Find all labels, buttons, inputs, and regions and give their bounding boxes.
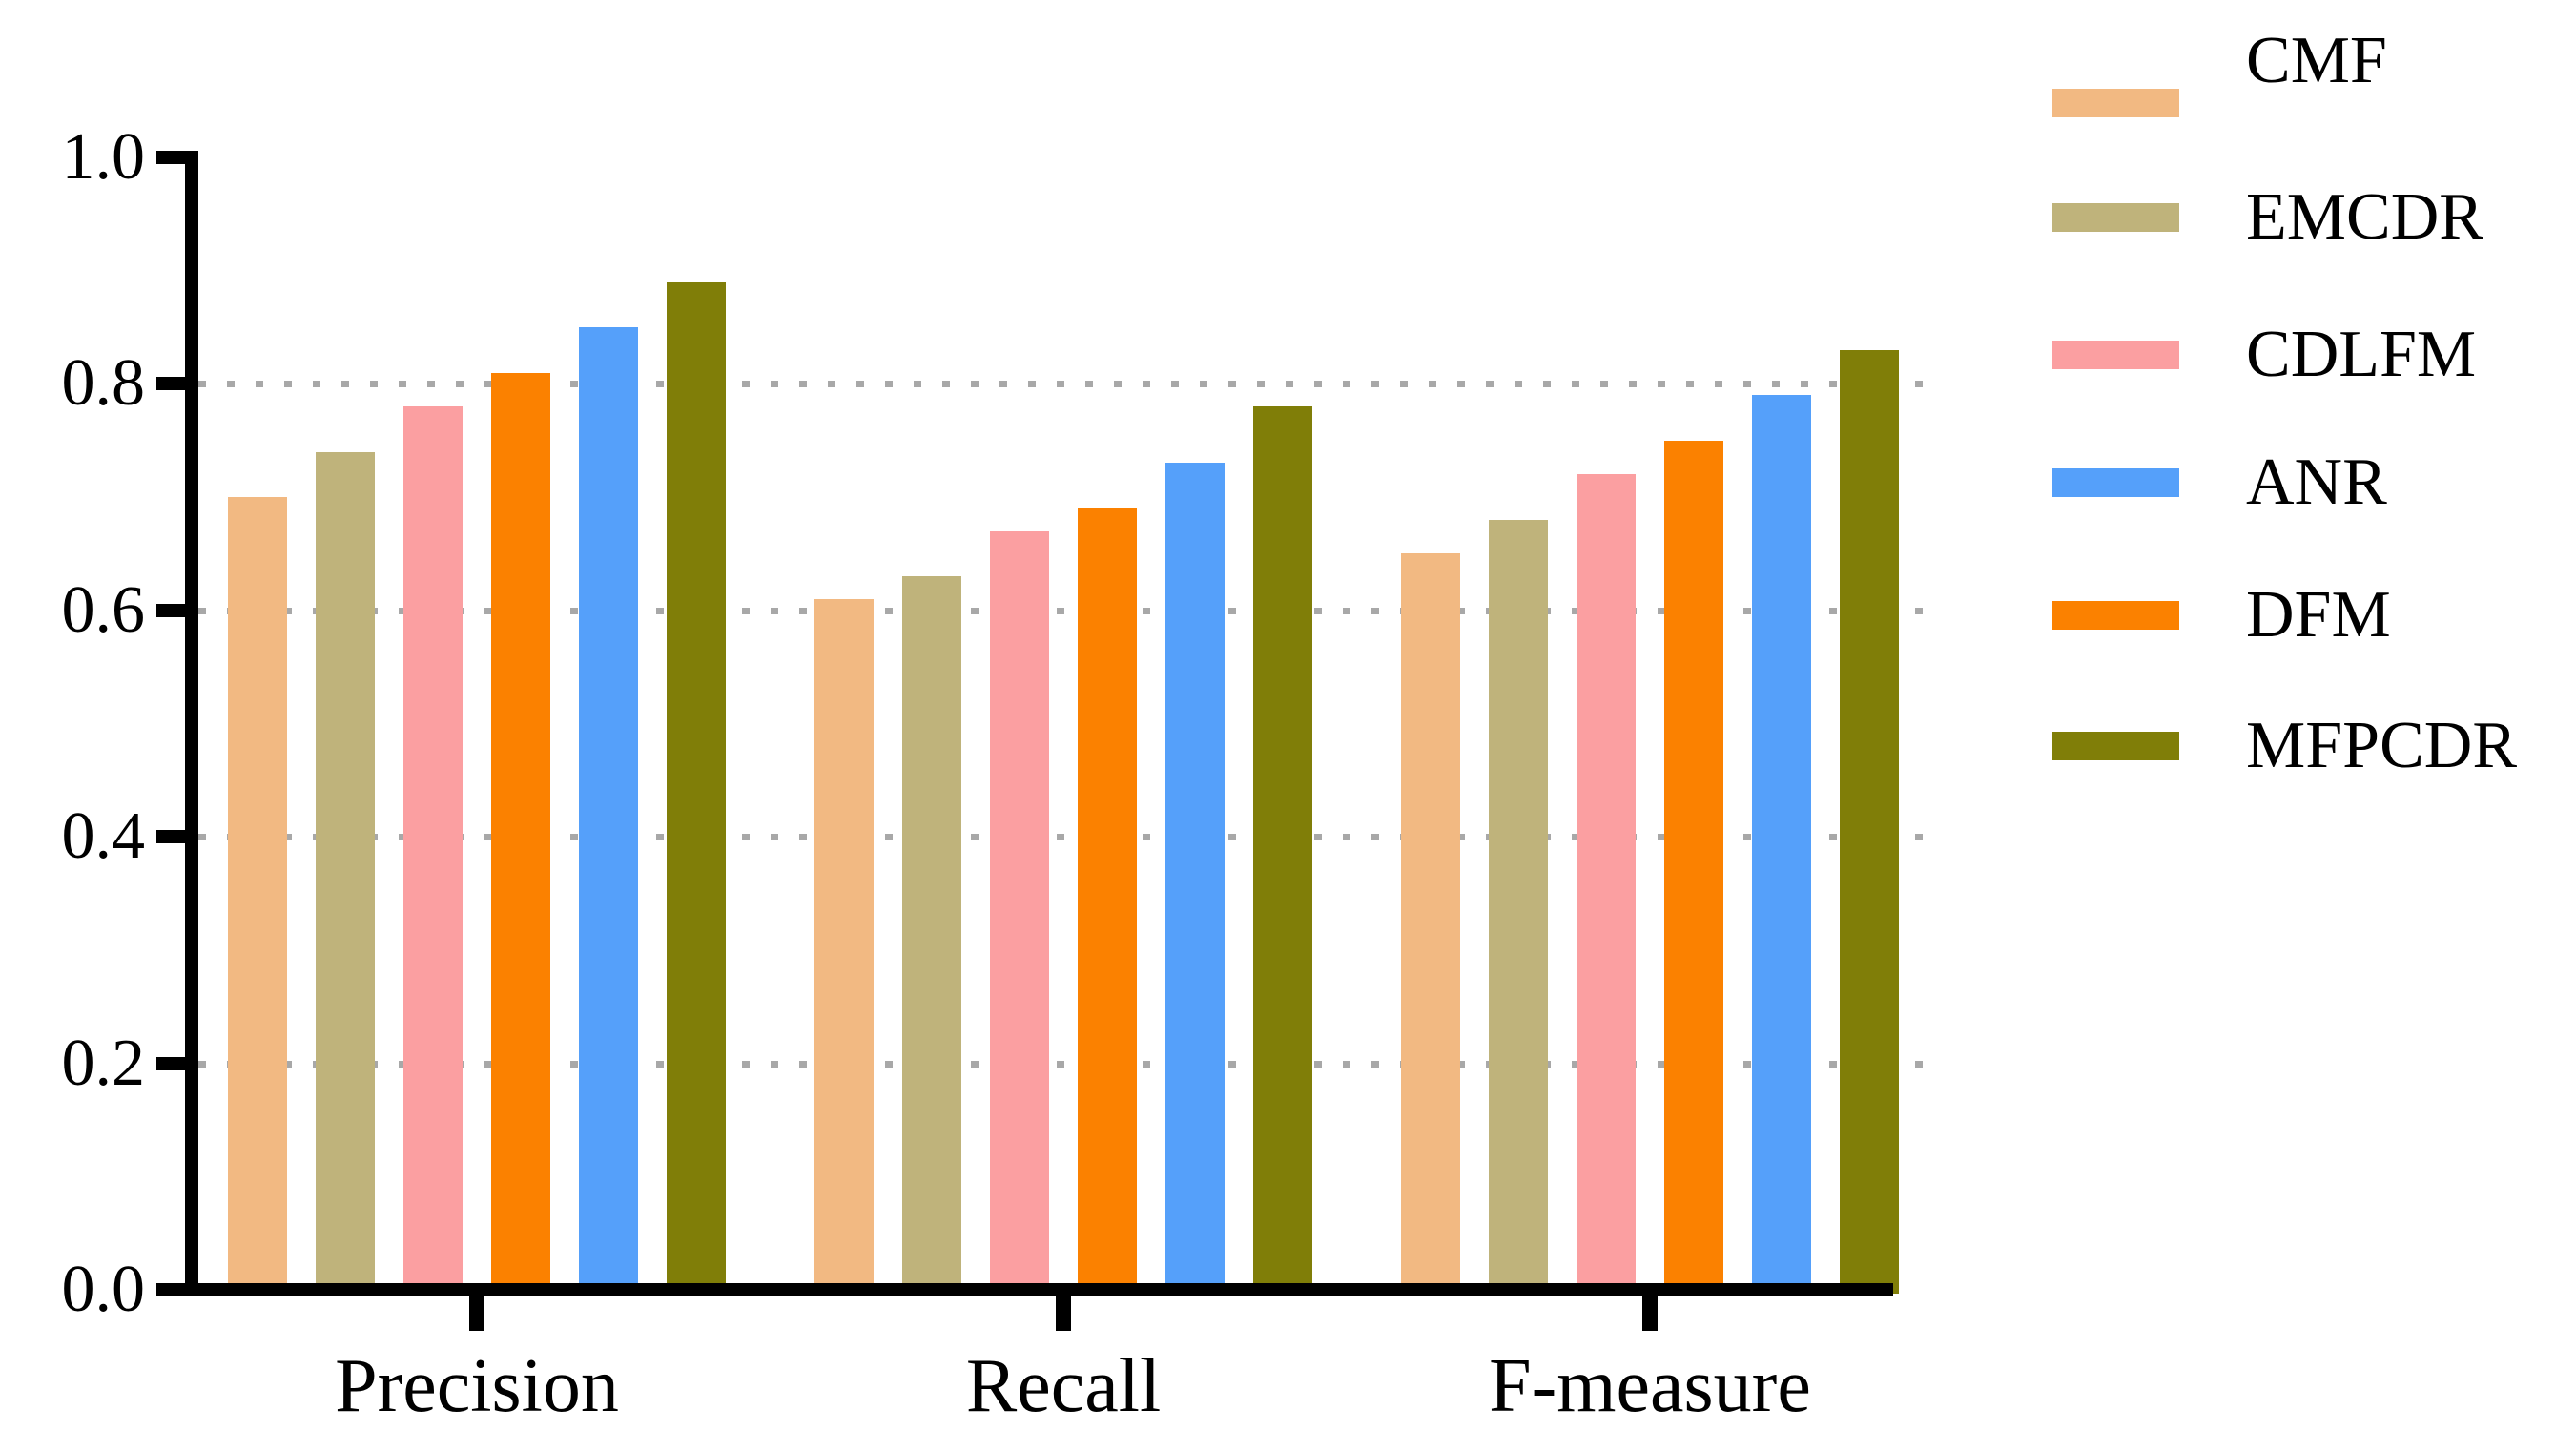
- x-label-precision: Precision: [335, 1344, 619, 1428]
- legend-swatch-anr: [2052, 468, 2179, 497]
- y-tick-0.2: [156, 1056, 198, 1070]
- legend-swatch-cmf: [2052, 89, 2179, 117]
- y-axis: [185, 151, 198, 1296]
- bar-precision-dfm: [491, 372, 550, 1294]
- legend-label-anr: ANR: [2246, 446, 2387, 519]
- y-tick-label-1.0: 1.0: [61, 120, 146, 194]
- bar-f-measure-anr: [1752, 395, 1811, 1294]
- bar-recall-dfm: [1078, 508, 1137, 1294]
- gridline-0.4: [198, 834, 1927, 841]
- gridline-0.8: [198, 381, 1927, 388]
- bar-recall-cmf: [814, 598, 874, 1294]
- y-tick-0.6: [156, 603, 198, 617]
- y-tick-label-0.2: 0.2: [61, 1026, 146, 1100]
- legend-label-cdlfm: CDLFM: [2246, 318, 2477, 391]
- y-tick-1.0: [156, 151, 198, 164]
- y-tick-label-0.8: 0.8: [61, 346, 146, 421]
- bar-precision-cmf: [228, 497, 287, 1294]
- y-tick-label-0.6: 0.6: [61, 572, 146, 647]
- bar-precision-emcdr: [316, 451, 375, 1294]
- bar-precision-cdlfm: [403, 406, 463, 1294]
- x-label-f-measure: F-measure: [1489, 1344, 1811, 1428]
- x-axis: [185, 1283, 1893, 1296]
- bar-f-measure-cdlfm: [1577, 474, 1636, 1294]
- legend-label-mfpcdr: MFPCDR: [2246, 709, 2518, 782]
- gridline-0.2: [198, 1060, 1927, 1068]
- legend-swatch-dfm: [2052, 601, 2179, 630]
- y-tick-label-0.4: 0.4: [61, 799, 146, 874]
- legend-label-dfm: DFM: [2246, 578, 2391, 652]
- x-tick-precision: [469, 1296, 484, 1331]
- bar-f-measure-dfm: [1664, 440, 1723, 1294]
- x-label-recall: Recall: [965, 1344, 1162, 1428]
- bar-recall-cdlfm: [990, 530, 1049, 1294]
- y-tick-0.4: [156, 830, 198, 844]
- bar-precision-mfpcdr: [667, 281, 726, 1294]
- legend-label-cmf: CMF: [2246, 24, 2387, 97]
- bar-precision-anr: [579, 327, 638, 1294]
- y-tick-0.8: [156, 377, 198, 391]
- legend-label-emcdr: EMCDR: [2246, 180, 2483, 254]
- bar-recall-mfpcdr: [1253, 406, 1312, 1294]
- y-tick-label-0.0: 0.0: [61, 1253, 146, 1326]
- legend-swatch-cdlfm: [2052, 341, 2179, 369]
- bar-f-measure-cmf: [1401, 553, 1460, 1294]
- legend-swatch-mfpcdr: [2052, 732, 2179, 760]
- legend-swatch-emcdr: [2052, 203, 2179, 232]
- x-tick-f-measure: [1642, 1296, 1658, 1331]
- bar-recall-emcdr: [902, 576, 961, 1294]
- bar-f-measure-emcdr: [1489, 519, 1548, 1294]
- bar-recall-anr: [1165, 463, 1225, 1294]
- x-tick-recall: [1056, 1296, 1071, 1331]
- y-tick-0.0: [156, 1283, 198, 1296]
- gridline-0.6: [198, 607, 1927, 614]
- bar-f-measure-mfpcdr: [1840, 349, 1899, 1294]
